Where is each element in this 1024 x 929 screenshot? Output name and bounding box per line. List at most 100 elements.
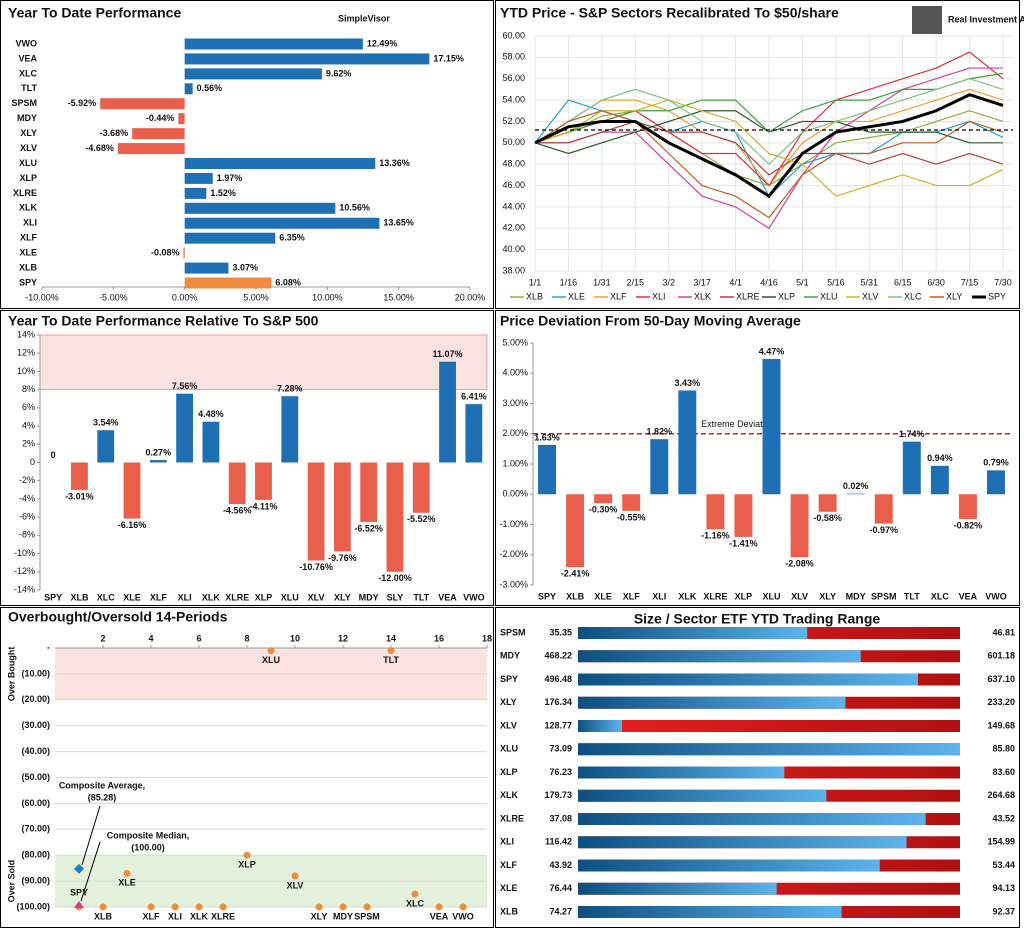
value-label: 1.97% (217, 173, 243, 183)
y-tick-label: -14% (14, 584, 35, 594)
row-label: XLI (500, 837, 514, 847)
point (267, 647, 275, 655)
value-label: 0.02% (843, 481, 869, 491)
value-label: 1.82% (646, 427, 672, 437)
value-label: 13.65% (383, 218, 414, 228)
legend-label: XLY (946, 291, 962, 301)
category-label: XLC (19, 68, 38, 78)
value-label: 6.35% (279, 233, 305, 243)
x-tick-label: XLI (652, 591, 666, 601)
range-high: 92.37 (992, 906, 1015, 916)
value-label: 13.36% (379, 158, 410, 168)
chart-title: Year To Date Performance (8, 5, 181, 21)
value-label: 3.43% (675, 378, 701, 388)
band-label: Over Sold (6, 860, 16, 903)
point (315, 903, 323, 911)
range-low: 35.35 (549, 627, 572, 637)
value-label: -5.52% (407, 514, 436, 524)
x-tick-label: 18 (482, 633, 492, 643)
bar (538, 444, 557, 495)
point-label: VEA (430, 911, 449, 921)
x-tick-label: 15.00% (383, 292, 414, 302)
x-tick-label: TLT (413, 592, 429, 602)
x-tick-label: 4/1 (729, 277, 742, 287)
range-high: 94.13 (992, 883, 1015, 893)
value-label: 0 (51, 450, 56, 460)
range-position (578, 673, 918, 686)
point (339, 903, 347, 911)
x-tick-label: XLRE (225, 592, 249, 602)
bar (97, 430, 115, 463)
x-tick-label: XLP (735, 591, 753, 601)
y-tick-label: -6% (19, 512, 35, 522)
category-label: SPY (19, 277, 37, 287)
panel-border (0, 310, 494, 606)
point-label: TLT (383, 655, 399, 665)
point-label: XLC (406, 898, 425, 908)
range-low: 76.23 (549, 767, 572, 777)
bar (650, 439, 669, 495)
y-tick-label: 4% (22, 420, 35, 430)
bar (149, 460, 167, 463)
bar (706, 494, 725, 530)
y-tick-label: (40.00) (21, 746, 50, 756)
y-tick-label: 48.00 (502, 159, 525, 169)
bar (958, 494, 977, 520)
value-label: -6.16% (118, 520, 147, 530)
x-tick-label: XLI (178, 592, 192, 602)
y-tick-label: 6% (22, 402, 35, 412)
value-label: 9.62% (326, 68, 352, 78)
legend-label: XLB (526, 291, 543, 301)
bar (439, 361, 456, 463)
logo: Real Investment Advice (948, 14, 1024, 24)
value-label: 1.74% (899, 429, 925, 439)
logo: SimpleVisor (338, 13, 390, 23)
bar (281, 396, 299, 463)
bar (930, 465, 949, 495)
range-position (578, 743, 960, 756)
value-label: -0.08% (151, 248, 180, 258)
chart-title: Year To Date Performance Relative To S&P… (8, 313, 319, 329)
legend-label: XLK (694, 291, 711, 301)
range-position (578, 627, 808, 639)
series-line (534, 99, 1004, 197)
series-line (535, 120, 1004, 176)
bar (202, 421, 220, 463)
y-tick-label: - (47, 642, 50, 652)
x-tick-label: XLF (150, 592, 168, 602)
y-tick-label: (50.00) (21, 772, 50, 782)
panel-border (0, 607, 494, 928)
x-tick-label: 8 (244, 633, 249, 643)
range-high: 43.52 (992, 813, 1015, 823)
band-label: Over Bought (6, 647, 16, 702)
bar (184, 38, 363, 50)
range-position (578, 813, 926, 825)
value-label: -2.41% (561, 569, 590, 579)
range-position (578, 836, 907, 849)
value-label: 3.54% (93, 418, 119, 428)
category-label: XLF (20, 233, 38, 243)
bar (307, 462, 325, 561)
bar (123, 462, 141, 519)
bar (184, 262, 229, 274)
row-label: XLU (500, 744, 518, 754)
x-tick-label: XLK (202, 592, 221, 602)
point (363, 903, 371, 911)
value-label: 11.07% (433, 349, 463, 359)
annotation: (100.00) (131, 842, 165, 852)
category-label: XLRE (13, 188, 37, 198)
value-label: -0.44% (146, 113, 175, 123)
bar (386, 462, 404, 572)
y-tick-label: 0 (30, 457, 35, 467)
x-tick-label: 7/30 (994, 277, 1012, 287)
value-label: -2.08% (785, 559, 814, 569)
y-tick-label: -4% (19, 493, 35, 503)
value-label: -0.55% (617, 512, 646, 522)
point-label: SPSM (354, 911, 380, 921)
chart-title: Size / Sector ETF YTD Trading Range (634, 611, 881, 627)
point-label: XLF (143, 911, 161, 921)
bar (184, 158, 376, 169)
x-tick-label: VWO (463, 592, 485, 602)
row-label: XLP (500, 767, 518, 777)
x-tick-label: XLY (819, 591, 836, 601)
